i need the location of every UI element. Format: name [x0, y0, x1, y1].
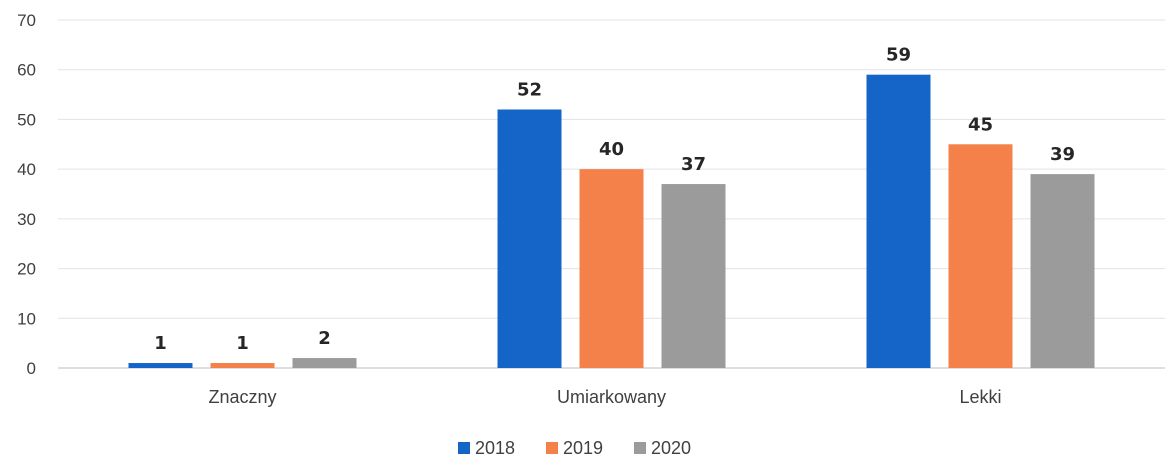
- bar-2019-Lekki: [948, 144, 1013, 368]
- bar-2020-Lekki: [1030, 174, 1095, 368]
- y-tick-label: 10: [17, 309, 36, 328]
- data-label: 45: [968, 114, 993, 135]
- y-tick-label: 20: [17, 260, 36, 279]
- legend-label: 2020: [651, 438, 691, 458]
- bar-2018-Umiarkowany: [497, 109, 562, 368]
- bar-2018-Znaczny: [128, 363, 193, 368]
- legend-swatch: [458, 442, 470, 454]
- data-label: 1: [236, 333, 249, 354]
- data-label: 1: [154, 333, 167, 354]
- x-tick-label: Umiarkowany: [557, 387, 666, 407]
- y-tick-label: 40: [17, 160, 36, 179]
- legend: 2018 2019 2020: [458, 438, 691, 458]
- data-label: 39: [1050, 144, 1075, 165]
- y-axis: 0 10 20 30 40 50 60 70: [17, 11, 36, 378]
- bars: 1 1 2 52 40 37 59 45 39: [128, 45, 1095, 368]
- data-label: 52: [517, 79, 542, 100]
- y-tick-label: 70: [17, 11, 36, 30]
- bar-2020-Znaczny: [292, 358, 357, 368]
- data-label: 59: [886, 45, 911, 66]
- y-tick-label: 30: [17, 210, 36, 229]
- y-tick-label: 60: [17, 61, 36, 80]
- bar-2018-Lekki: [866, 74, 931, 368]
- bar-2019-Znaczny: [210, 363, 275, 368]
- data-label: 40: [599, 139, 624, 160]
- bar-2020-Umiarkowany: [661, 184, 726, 368]
- legend-label: 2019: [563, 438, 603, 458]
- x-axis: Znaczny Umiarkowany Lekki: [208, 387, 1001, 407]
- legend-swatch: [634, 442, 646, 454]
- y-tick-label: 50: [17, 110, 36, 129]
- data-label: 37: [681, 154, 706, 175]
- x-tick-label: Lekki: [959, 387, 1001, 407]
- x-tick-label: Znaczny: [208, 387, 276, 407]
- legend-swatch: [546, 442, 558, 454]
- y-tick-label: 0: [27, 359, 36, 378]
- legend-label: 2018: [475, 438, 515, 458]
- bar-2019-Umiarkowany: [579, 169, 644, 368]
- data-label: 2: [318, 328, 331, 349]
